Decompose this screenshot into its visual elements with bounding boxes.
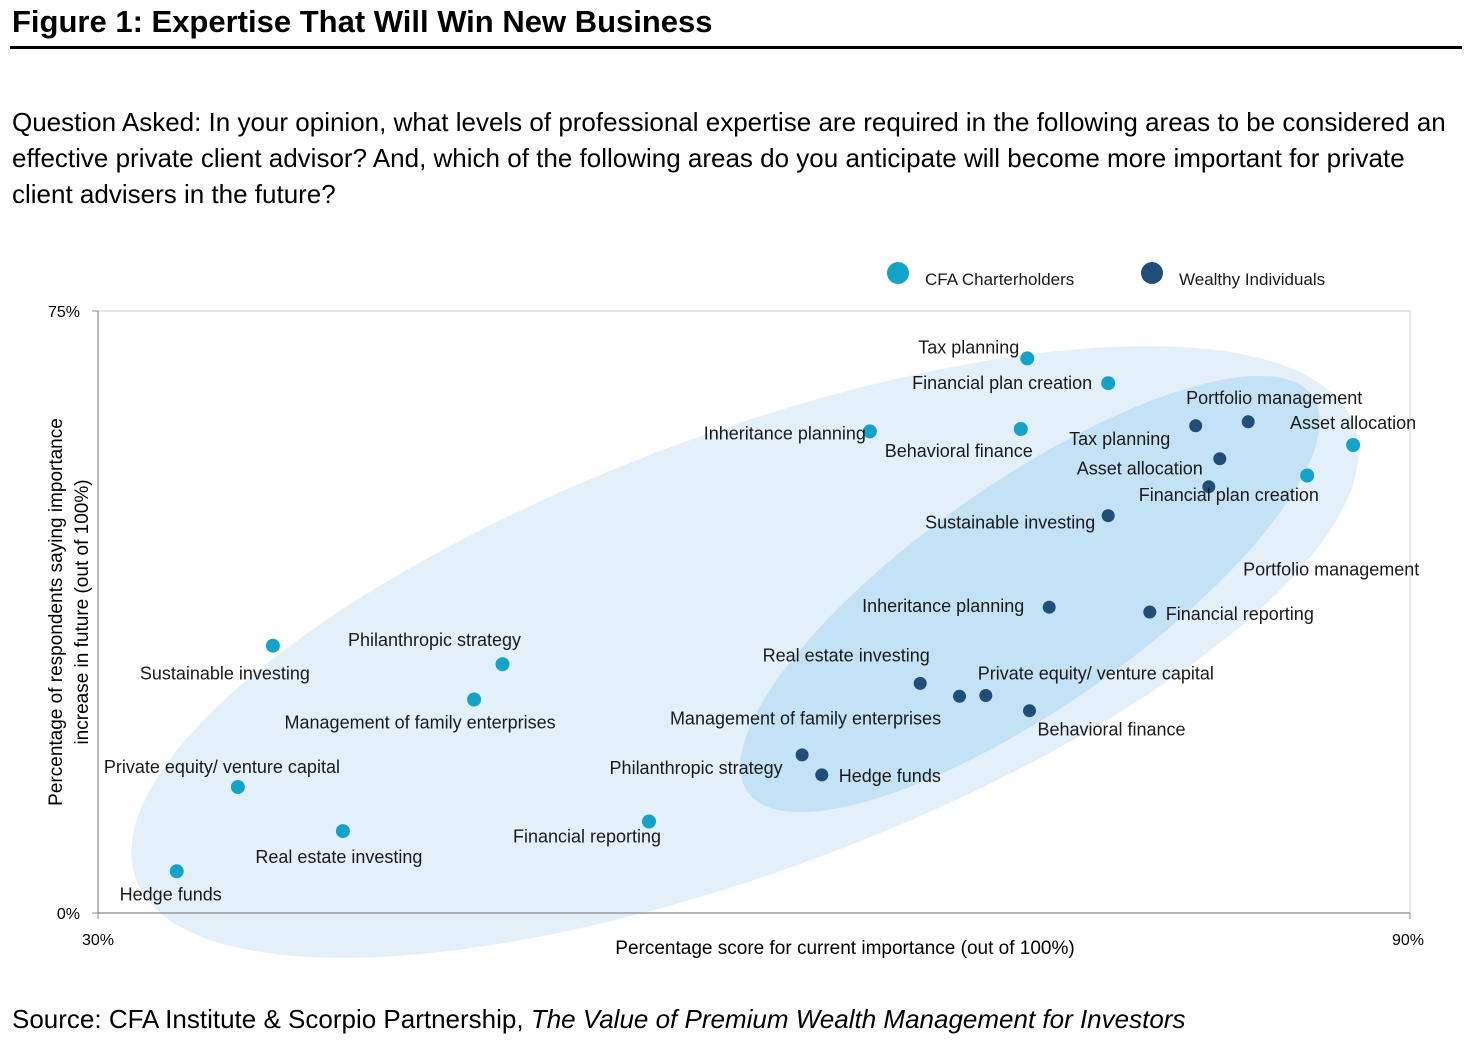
label-cfa-financial-reporting: Financial reporting: [513, 827, 661, 847]
point-wealthy-sustainable-investing: [1101, 509, 1115, 523]
point-cfa-private-equity-venture-capital: [230, 780, 245, 794]
label-wealthy-behavioral-finance: Behavioral finance: [1037, 720, 1185, 740]
source-prefix: Source: CFA Institute & Scorpio Partners…: [12, 1004, 531, 1034]
label-wealthy-private-equity-venture-capital: Private equity/ venture capital: [978, 664, 1214, 684]
x-tick-label-right: 90%: [1392, 932, 1424, 949]
legend-label-cfa: CFA Charterholders: [925, 270, 1074, 289]
scatter-chart: 75% 0% 30% 90% Percentage score for curr…: [46, 262, 1424, 959]
y-tick-label-bottom: 0%: [57, 906, 80, 923]
point-cfa-tax-planning: [1020, 351, 1035, 366]
label-cfa-sustainable-investing: Sustainable investing: [140, 664, 310, 684]
y-axis-title-line2: increase in future (out of 100%): [72, 479, 93, 744]
point-wealthy-private-equity-venture-capital: [979, 689, 993, 702]
source-title: The Value of Premium Wealth Management f…: [530, 1004, 1186, 1034]
point-wealthy-financial-reporting: [1143, 605, 1157, 619]
x-tick-label-left: 30%: [82, 932, 114, 949]
point-wealthy-hedge-funds: [815, 768, 829, 782]
point-wealthy-financial-plan-creation: [1202, 480, 1216, 494]
label-cfa-philanthropic-strategy: Philanthropic strategy: [348, 630, 521, 650]
source-note: Source: CFA Institute & Scorpio Partners…: [12, 1004, 1185, 1035]
point-cfa-hedge-funds: [169, 864, 184, 879]
point-cfa-financial-reporting: [642, 814, 656, 829]
legend-label-wealthy: Wealthy Individuals: [1179, 270, 1325, 289]
label-wealthy-portfolio-management: Portfolio management: [1186, 388, 1362, 408]
point-cfa-management-of-family-enterprises: [467, 692, 482, 707]
point-cfa-behavioral-finance: [1013, 422, 1028, 436]
point-cfa-inheritance-planning: [862, 424, 877, 439]
point-cfa-real-estate-investing: [335, 824, 350, 839]
point-cfa-asset-allocation: [1346, 438, 1361, 452]
label-wealthy-hedge-funds: Hedge funds: [839, 766, 941, 786]
label-wealthy-inheritance-planning: Inheritance planning: [862, 596, 1024, 616]
point-cfa-portfolio-management: [1300, 468, 1315, 483]
point-cfa-financial-plan-creation: [1101, 376, 1116, 391]
point-wealthy-inheritance-planning: [1042, 600, 1056, 614]
label-cfa-hedge-funds: Hedge funds: [120, 884, 222, 904]
label-wealthy-asset-allocation: Asset allocation: [1077, 459, 1203, 479]
legend-marker-wealthy: [1141, 262, 1163, 284]
label-cfa-behavioral-finance: Behavioral finance: [885, 441, 1033, 461]
point-wealthy-portfolio-management: [1241, 415, 1255, 429]
y-tick-label-top: 75%: [48, 304, 80, 321]
label-wealthy-financial-plan-creation: Financial plan creation: [1139, 485, 1319, 505]
legend-marker-cfa: [887, 262, 909, 284]
points-layer: [169, 351, 1361, 879]
label-wealthy-tax-planning: Tax planning: [1069, 429, 1170, 449]
label-cfa-management-of-family-enterprises: Management of family enterprises: [285, 713, 556, 733]
legend: CFA Charterholders Wealthy Individuals: [887, 262, 1325, 289]
point-wealthy-behavioral-finance: [1023, 704, 1036, 718]
ellipse-layer: [131, 346, 1359, 958]
point-cfa-sustainable-investing: [265, 638, 280, 653]
label-wealthy-philanthropic-strategy: Philanthropic strategy: [610, 758, 783, 778]
y-axis-title-line1: Percentage of respondents saying importa…: [46, 418, 67, 806]
labels-layer: Tax planning Financial plan creation Inher…: [104, 337, 1419, 904]
label-cfa-financial-plan-creation: Financial plan creation: [912, 373, 1092, 393]
ellipse-inner: [740, 375, 1320, 813]
label-cfa-tax-planning: Tax planning: [918, 337, 1019, 357]
label-wealthy-financial-reporting: Financial reporting: [1166, 604, 1314, 624]
question-text: Question Asked: In your opinion, what le…: [12, 107, 1446, 209]
label-cfa-inheritance-planning: Inheritance planning: [704, 423, 866, 443]
point-wealthy-philanthropic-strategy: [795, 748, 809, 762]
label-wealthy-sustainable-investing: Sustainable investing: [925, 513, 1095, 533]
label-cfa-real-estate-investing: Real estate investing: [255, 847, 422, 867]
figure-title: Figure 1: Expertise That Will Win New Bu…: [12, 4, 713, 39]
label-cfa-portfolio-management: Portfolio management: [1243, 560, 1419, 580]
x-axis-title: Percentage score for current importance …: [615, 938, 1074, 959]
label-wealthy-real-estate-investing: Real estate investing: [763, 645, 930, 665]
point-wealthy-tax-planning: [1189, 419, 1203, 433]
title-rule: [10, 46, 1462, 49]
label-cfa-asset-allocation: Asset allocation: [1290, 413, 1416, 433]
point-wealthy-asset-allocation: [1213, 452, 1227, 466]
point-wealthy-management-of-family-enterprises: [953, 689, 966, 703]
point-wealthy-real-estate-investing: [913, 676, 927, 690]
label-wealthy-management-of-family-enterprises: Management of family enterprises: [670, 708, 941, 728]
label-cfa-private-equity-venture-capital: Private equity/ venture capital: [104, 757, 340, 777]
point-cfa-philanthropic-strategy: [495, 657, 510, 672]
